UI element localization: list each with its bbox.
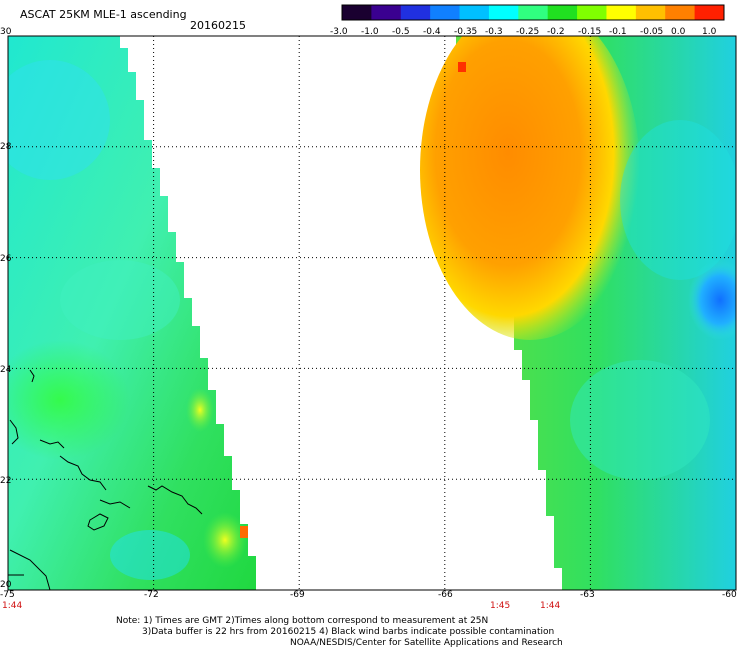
colorbar-swatch xyxy=(635,5,666,20)
time-label-right-1: 1:45 xyxy=(490,601,511,611)
map-title: ASCAT 25KM MLE-1 ascending xyxy=(20,8,187,21)
lon-label-63: -63 xyxy=(580,590,595,600)
time-label-left: 1:44 xyxy=(2,601,23,611)
lon-label-60: -60 xyxy=(722,590,737,600)
colorbar-tick-label: -0.1 xyxy=(609,27,627,37)
time-label-right-2: 1:44 xyxy=(540,601,561,611)
colorbar-swatch xyxy=(518,5,549,20)
right-swath xyxy=(420,36,736,590)
colorbar-swatch xyxy=(547,5,578,20)
lat-label-28: 28 xyxy=(0,142,12,152)
lat-label-24: 24 xyxy=(0,365,12,375)
note-line-2: 3)Data buffer is 22 hrs from 20160215 4)… xyxy=(142,627,555,637)
note-line-1: Note: 1) Times are GMT 2)Times along bot… xyxy=(116,616,489,626)
colorbar-swatch xyxy=(694,5,725,20)
lat-label-26: 26 xyxy=(0,254,12,264)
lon-label-69: -69 xyxy=(290,590,305,600)
colorbar-swatch xyxy=(342,5,372,20)
colorbar-tick-label: -0.3 xyxy=(485,27,503,37)
colorbar-swatch xyxy=(665,5,696,20)
colorbar-swatch xyxy=(371,5,402,20)
lat-lon-grid xyxy=(8,36,736,590)
colorbar-swatch xyxy=(400,5,431,20)
lon-label-66: -66 xyxy=(438,590,453,600)
colorbar xyxy=(341,4,725,21)
colorbar-swatch xyxy=(459,5,490,20)
colorbar-tick-label: 0.0 xyxy=(671,27,686,37)
colorbar-swatch xyxy=(577,5,607,20)
colorbar-tick-label: -0.05 xyxy=(640,27,664,37)
map-frame xyxy=(7,35,737,591)
colorbar-swatch xyxy=(606,5,637,20)
colorbar-tick-label: -0.2 xyxy=(547,27,565,37)
lat-label-22: 22 xyxy=(0,476,12,486)
colorbar-swatch xyxy=(488,5,519,20)
colorbar-tick-label: -0.5 xyxy=(392,27,410,37)
lat-label-20: 20 xyxy=(0,580,12,590)
colorbar-tick-label: -0.35 xyxy=(454,27,478,37)
lon-label-75: -75 xyxy=(0,590,15,600)
map-date: 20160215 xyxy=(190,19,246,32)
colorbar-swatch xyxy=(430,5,461,20)
left-swath xyxy=(8,36,256,590)
colorbar-tick-label: -0.4 xyxy=(423,27,441,37)
note-line-3: NOAA/NESDIS/Center for Satellite Applica… xyxy=(290,638,563,648)
coastlines xyxy=(8,369,203,591)
colorbar-tick-label: 1.0 xyxy=(702,27,717,37)
colorbar-tick-label: -0.25 xyxy=(516,27,540,37)
lon-label-72: -72 xyxy=(144,590,159,600)
colorbar-tick-label: -0.15 xyxy=(578,27,602,37)
colorbar-tick-label: -1.0 xyxy=(361,27,379,37)
colorbar-border xyxy=(341,4,725,21)
colorbar-tick-label: -3.0 xyxy=(330,27,348,37)
lat-label-30: 30 xyxy=(0,27,12,37)
